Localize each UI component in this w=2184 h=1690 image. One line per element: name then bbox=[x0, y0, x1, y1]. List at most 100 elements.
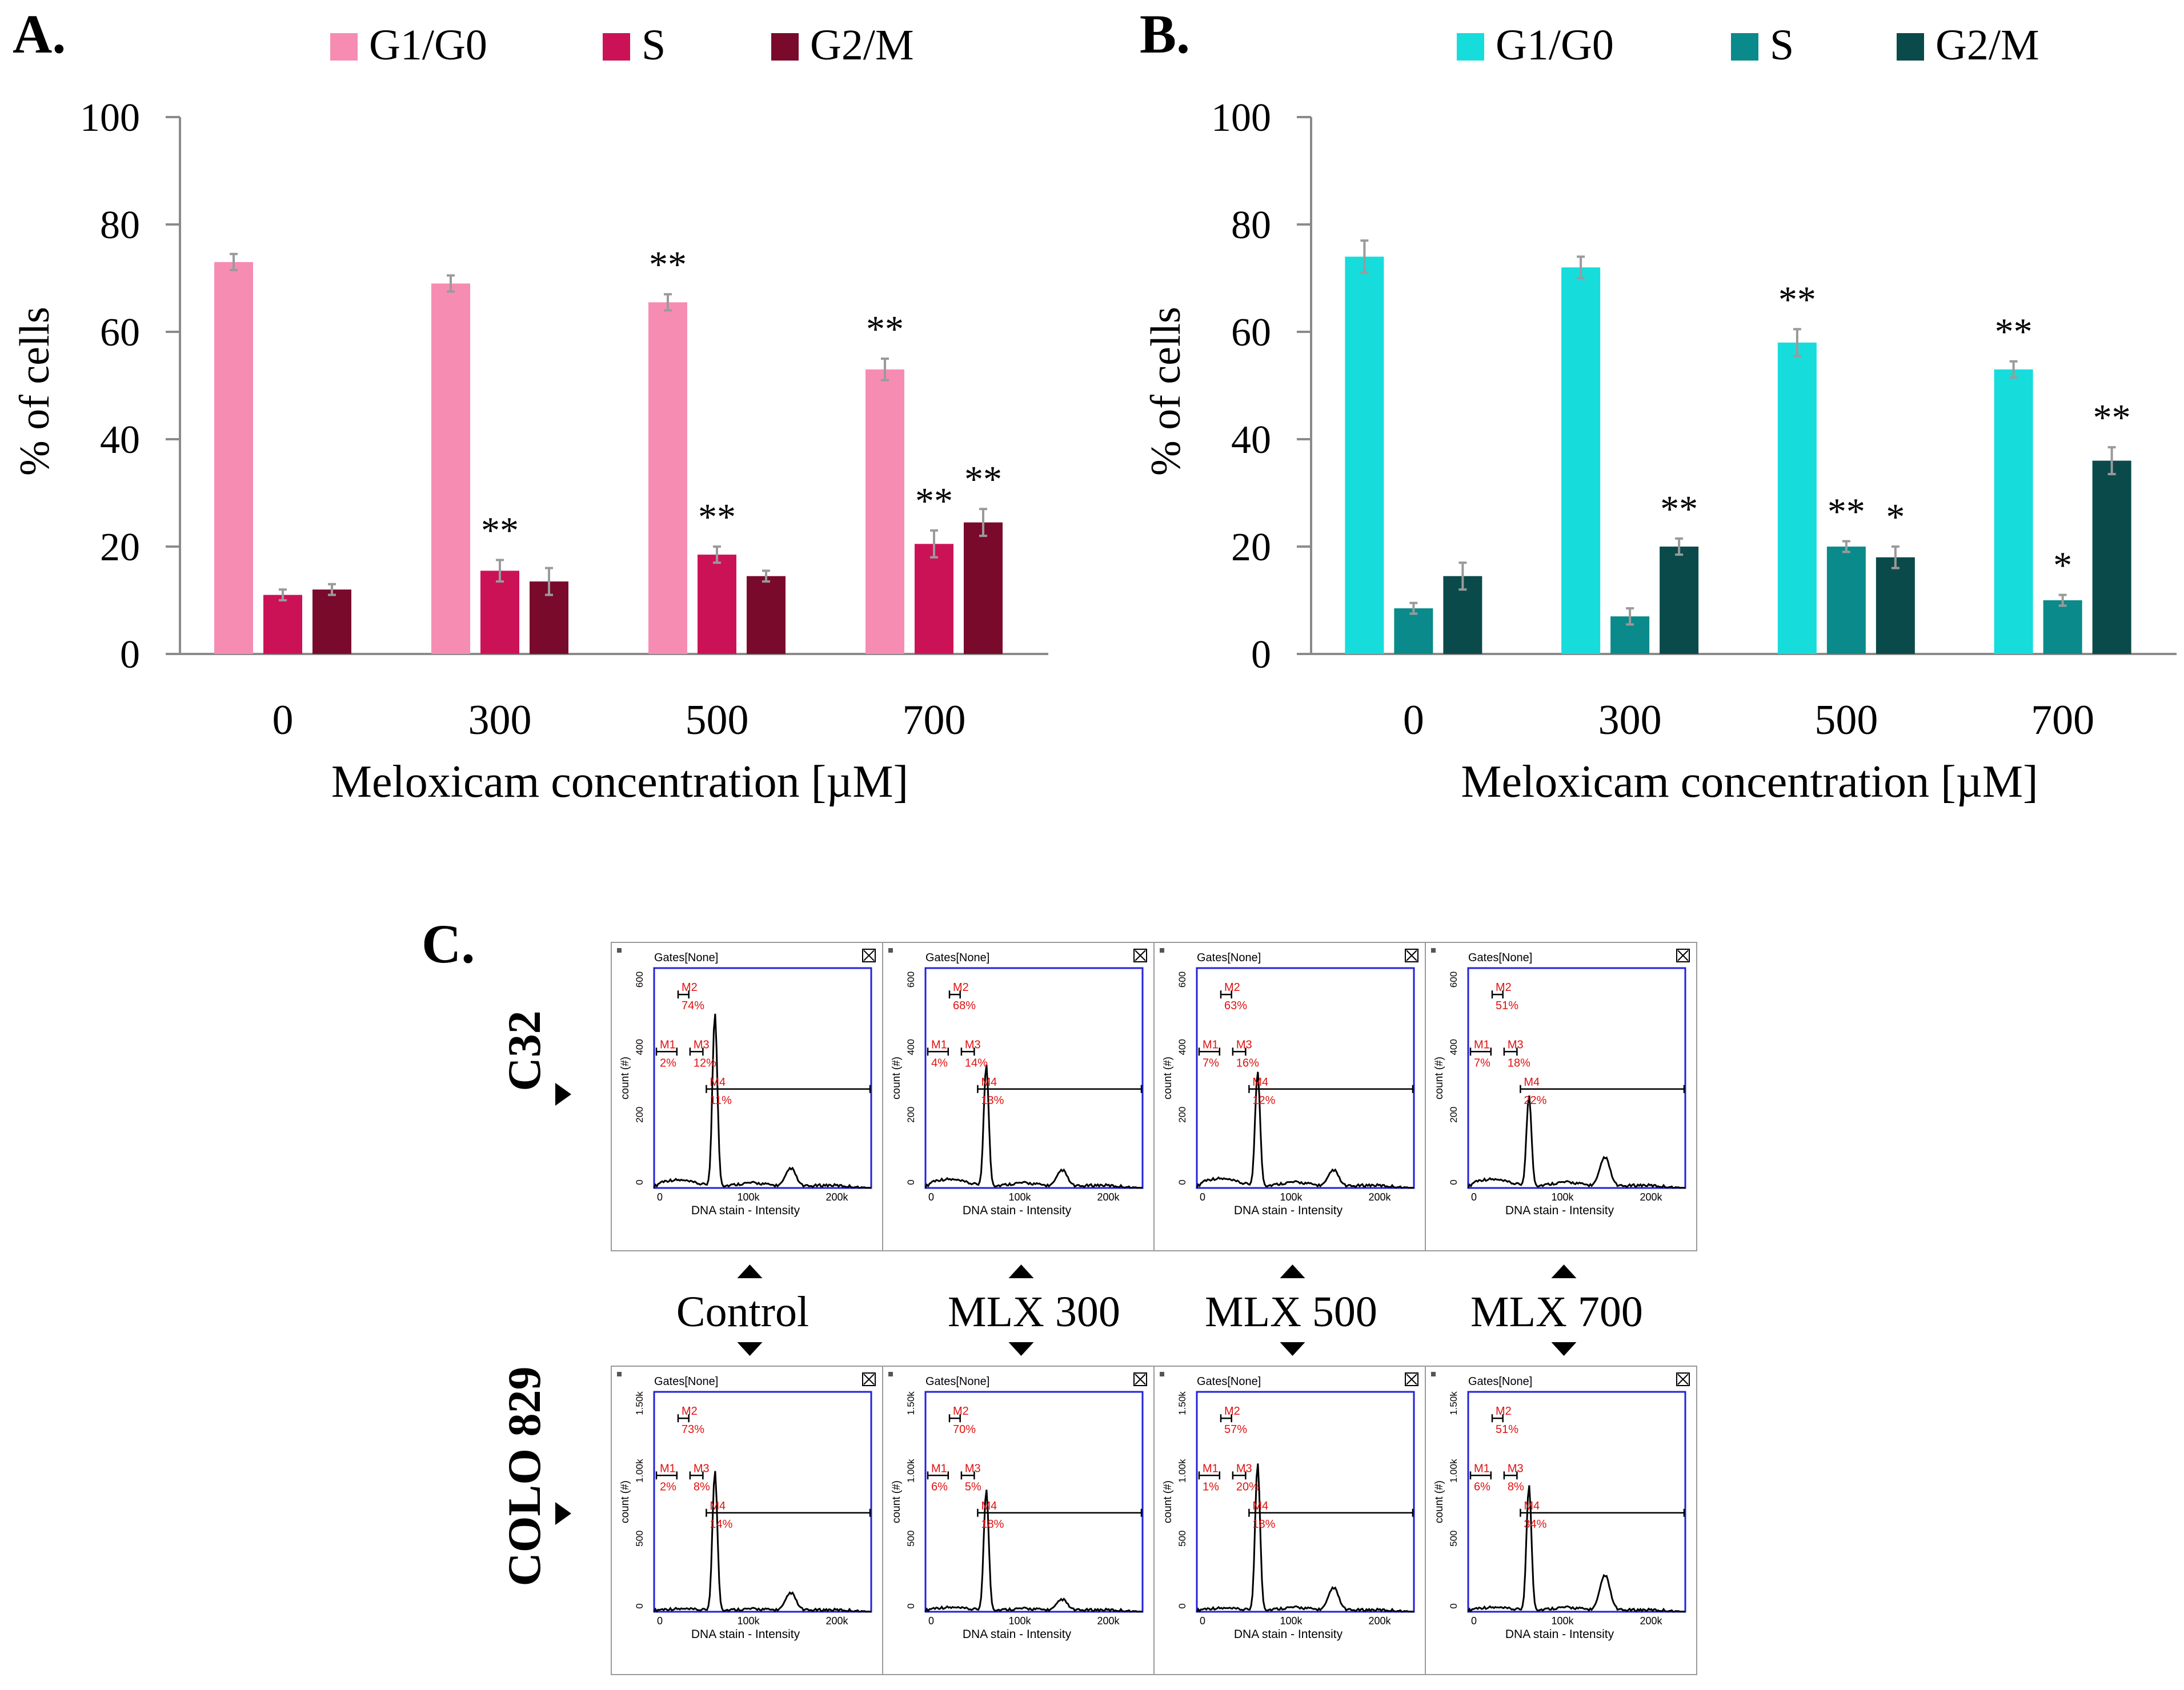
gate-name: M4 bbox=[1524, 1500, 1540, 1512]
y-tick-label: 60 bbox=[1231, 311, 1271, 355]
corner-marker bbox=[617, 1372, 622, 1376]
gate-name: M1 bbox=[1203, 1462, 1219, 1475]
bar bbox=[747, 576, 786, 654]
legend-swatch bbox=[1897, 33, 1924, 61]
hist-x-tick-label: 100k bbox=[1551, 1615, 1574, 1627]
plot-area bbox=[1196, 967, 1415, 1189]
gate-name: M4 bbox=[981, 1500, 997, 1512]
y-tick-label: 80 bbox=[100, 203, 140, 247]
gate-percent: 20% bbox=[1236, 1480, 1259, 1493]
hist-x-tick-label: 200k bbox=[1640, 1615, 1662, 1627]
corner-marker bbox=[888, 948, 893, 953]
significance-label: ** bbox=[698, 496, 736, 538]
plot-area bbox=[653, 1391, 872, 1613]
hist-y-tick-label: 200 bbox=[1448, 1106, 1459, 1122]
gate-name: M3 bbox=[1236, 1038, 1252, 1051]
legend-label: G2/M bbox=[810, 21, 914, 69]
hist-x-axis-label: DNA stain - Intensity bbox=[963, 1628, 1072, 1641]
hist-y-tick-label: 600 bbox=[905, 972, 916, 987]
histogram-plot: Gates[None] 0 200 400 600 count (#) 0 100k 200k D… bbox=[1425, 942, 1697, 1251]
histogram-curve bbox=[924, 1065, 1143, 1189]
significance-label: ** bbox=[866, 308, 904, 350]
hist-x-tick-label: 200k bbox=[1368, 1191, 1391, 1203]
bar bbox=[2043, 600, 2082, 654]
plot-frame bbox=[1153, 1366, 1426, 1675]
hist-y-tick-label: 400 bbox=[905, 1039, 916, 1055]
hist-y-tick-label: 1.50k bbox=[1448, 1391, 1459, 1415]
histogram-curve bbox=[1467, 1095, 1686, 1189]
legend-swatch bbox=[330, 33, 358, 61]
x-tick-label: 700 bbox=[2031, 697, 2094, 744]
column-label: MLX 700 bbox=[1470, 1288, 1643, 1336]
plot-area bbox=[924, 1391, 1144, 1613]
hist-y-tick-label: 200 bbox=[905, 1106, 916, 1122]
gate-percent: 57% bbox=[1224, 1423, 1247, 1436]
x-axis-label: Meloxicam concentration [µM] bbox=[1461, 757, 2038, 807]
plot-frame bbox=[1425, 942, 1697, 1251]
gate-percent: 18% bbox=[981, 1518, 1004, 1531]
hist-y-tick-label: 0 bbox=[905, 1179, 916, 1185]
plot-frame bbox=[611, 942, 883, 1251]
gates-label: Gates[None] bbox=[925, 1375, 989, 1388]
plot-area bbox=[1467, 967, 1686, 1189]
hist-y-tick-label: 1.50k bbox=[634, 1391, 645, 1415]
column-label: MLX 500 bbox=[1205, 1288, 1377, 1336]
hist-x-tick-label: 200k bbox=[1097, 1615, 1120, 1627]
bar bbox=[915, 544, 953, 654]
gate-percent: 5% bbox=[965, 1480, 981, 1493]
hist-y-tick-label: 400 bbox=[1177, 1039, 1188, 1055]
close-icon-stroke bbox=[1406, 950, 1417, 961]
hist-y-tick-label: 0 bbox=[905, 1603, 916, 1608]
histogram-plot: Gates[None] 0 200 400 600 count (#) 0 100k 200k D… bbox=[1153, 942, 1426, 1251]
histogram-plot: Gates[None] 0 500 1.00k 1.50k count (#) 0 100k 2… bbox=[882, 1366, 1155, 1675]
y-axis-label: % of cells bbox=[11, 307, 58, 476]
hist-y-axis-label: count (#) bbox=[619, 1057, 631, 1099]
gate-percent: 74% bbox=[682, 999, 704, 1012]
gate-name: M4 bbox=[1252, 1076, 1268, 1089]
y-tick-label: 20 bbox=[1231, 525, 1271, 569]
hist-y-tick-label: 0 bbox=[1448, 1603, 1459, 1608]
plot-area bbox=[1467, 1391, 1686, 1613]
gate-percent: 18% bbox=[1508, 1057, 1530, 1069]
bar bbox=[1660, 547, 1699, 654]
corner-marker bbox=[1431, 1372, 1436, 1376]
hist-x-tick-label: 200k bbox=[1097, 1191, 1120, 1203]
gate-name: M1 bbox=[1474, 1462, 1490, 1475]
gates-label: Gates[None] bbox=[654, 1375, 718, 1388]
bar bbox=[1561, 267, 1601, 654]
hist-x-tick-label: 200k bbox=[1368, 1615, 1391, 1627]
bar bbox=[312, 589, 351, 654]
plot-frame bbox=[1425, 1366, 1697, 1675]
hist-x-axis-label: DNA stain - Intensity bbox=[963, 1204, 1072, 1217]
significance-label: ** bbox=[1660, 488, 1698, 530]
y-tick-label: 0 bbox=[120, 633, 140, 677]
histogram-curve bbox=[924, 1490, 1143, 1613]
hist-y-axis-label: count (#) bbox=[891, 1480, 903, 1523]
significance-label: ** bbox=[1995, 311, 2033, 353]
x-tick-label: 500 bbox=[1814, 697, 1878, 744]
column-label: Control bbox=[676, 1288, 809, 1336]
gate-name: M3 bbox=[1508, 1462, 1524, 1475]
legend-label: G1/G0 bbox=[369, 21, 487, 69]
bar bbox=[263, 595, 302, 654]
gate-percent: 70% bbox=[953, 1423, 976, 1436]
y-tick-label: 60 bbox=[100, 311, 140, 355]
hist-y-tick-label: 0 bbox=[634, 1179, 645, 1185]
significance-label: * bbox=[1886, 496, 1905, 538]
right-arrow-icon bbox=[555, 1083, 571, 1106]
bar bbox=[2092, 460, 2131, 654]
gate-name: M3 bbox=[965, 1038, 981, 1051]
gate-name: M4 bbox=[981, 1076, 997, 1089]
plot-frame bbox=[611, 1366, 883, 1675]
histogram-curve bbox=[653, 1471, 872, 1613]
plot-area bbox=[653, 967, 872, 1189]
plot-frame bbox=[882, 1366, 1155, 1675]
bar bbox=[480, 571, 519, 654]
hist-x-axis-label: DNA stain - Intensity bbox=[1505, 1204, 1614, 1217]
x-tick-label: 500 bbox=[686, 697, 749, 744]
panel-label-b: B. bbox=[1140, 3, 1190, 65]
bar bbox=[1826, 547, 1866, 654]
y-tick-label: 0 bbox=[1251, 633, 1271, 677]
corner-marker bbox=[888, 1372, 893, 1376]
